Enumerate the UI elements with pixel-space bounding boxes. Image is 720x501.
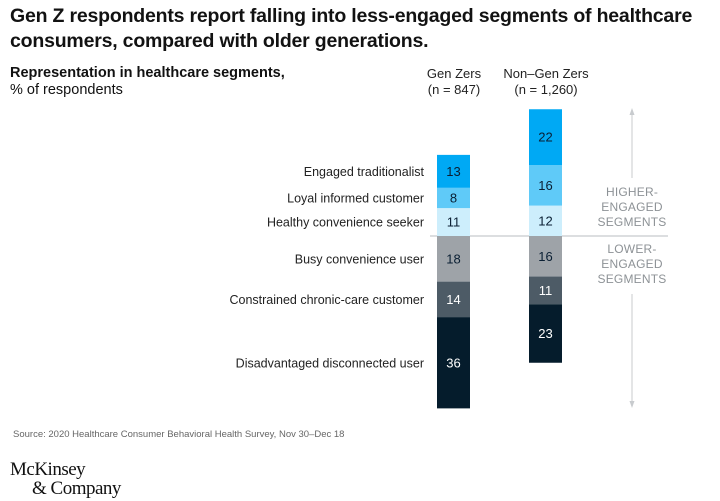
logo-line-1: McKinsey	[10, 459, 86, 480]
segment-label: Constrained chronic-care customer	[229, 293, 424, 307]
column-header-name: Gen Zers	[426, 66, 482, 81]
segment-label: Disadvantaged disconnected user	[236, 356, 424, 370]
chart-title: Gen Z respondents report falling into le…	[10, 5, 693, 52]
data-label: 22	[538, 130, 552, 145]
data-label: 11	[539, 283, 553, 298]
column-header-name: Non–Gen Zers	[503, 66, 589, 81]
lower-engaged-label: SEGMENTS	[598, 272, 667, 286]
bar-segment-loyal-informed-customer	[437, 187, 470, 209]
data-label: 13	[446, 164, 460, 179]
column-header-gen-z: Gen Zers (n = 847)	[418, 66, 490, 98]
lower-engaged-label: ENGAGED	[601, 257, 663, 271]
data-label: 23	[538, 326, 552, 341]
higher-engaged-label: ENGAGED	[601, 200, 663, 214]
source-note: Source: 2020 Healthcare Consumer Behavio…	[13, 429, 345, 440]
bar-segment-busy-convenience-user	[529, 236, 562, 277]
bar-segment-engaged-traditionalist	[529, 109, 562, 166]
mckinsey-logo: McKinsey & Company	[10, 460, 121, 498]
higher-engaged-label: HIGHER-	[606, 185, 658, 199]
column-header-n: (n = 1,260)	[514, 82, 578, 97]
bar-segment-loyal-informed-customer	[529, 165, 562, 206]
segment-label: Healthy convenience seeker	[267, 216, 424, 230]
segment-label: Loyal informed customer	[287, 191, 424, 205]
y-axis-label: Representation in healthcare segments, %…	[10, 65, 285, 99]
column-header-non-gen-z: Non–Gen Zers (n = 1,260)	[496, 66, 596, 98]
logo-line-2: & Company	[32, 478, 121, 499]
bar-segment-healthy-convenience-seeker	[529, 205, 562, 236]
data-label: 36	[446, 355, 460, 370]
up-arrow-head-icon	[629, 108, 635, 115]
data-label: 16	[538, 178, 552, 193]
bar-segment-busy-convenience-user	[437, 236, 470, 282]
bar-segment-engaged-traditionalist	[437, 154, 470, 188]
y-axis-label-bold: Representation in healthcare segments,	[10, 65, 285, 81]
down-arrow-head-icon	[629, 401, 635, 408]
lower-engaged-label: LOWER-	[607, 242, 656, 256]
bar-segment-constrained-chronic-care-customer	[437, 281, 470, 318]
bar-segment-disadvantaged-disconnected-user	[437, 317, 470, 409]
data-label: 11	[447, 215, 461, 230]
y-axis-label-unit: % of respondents	[10, 82, 123, 98]
data-label: 18	[446, 251, 460, 266]
data-label: 14	[446, 292, 460, 307]
column-header-n: (n = 847)	[427, 82, 481, 97]
segment-label: Engaged traditionalist	[304, 165, 425, 179]
data-label: 8	[450, 190, 457, 205]
data-label: 16	[538, 249, 552, 264]
bar-segment-healthy-convenience-seeker	[437, 208, 470, 236]
higher-engaged-label: SEGMENTS	[598, 215, 667, 229]
bar-segment-disadvantaged-disconnected-user	[529, 304, 562, 363]
data-label: 12	[538, 213, 552, 228]
segment-label: Busy convenience user	[295, 252, 424, 266]
bar-segment-constrained-chronic-care-customer	[529, 276, 562, 305]
